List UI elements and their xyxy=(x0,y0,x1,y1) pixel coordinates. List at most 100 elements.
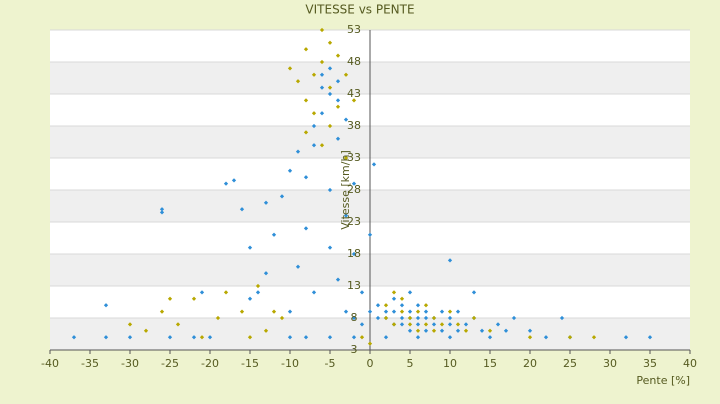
point xyxy=(391,309,397,314)
point xyxy=(239,207,245,212)
point xyxy=(391,290,397,295)
point xyxy=(367,232,373,237)
point xyxy=(239,309,245,314)
point xyxy=(479,328,485,333)
point xyxy=(127,335,133,340)
point xyxy=(423,328,429,333)
x-tick-label: -5 xyxy=(325,357,336,370)
point xyxy=(455,328,461,333)
point xyxy=(487,335,493,340)
chart-title: VITESSE vs PENTE xyxy=(305,3,414,17)
point xyxy=(359,290,365,295)
point xyxy=(303,335,309,340)
point xyxy=(343,155,349,161)
plot-area xyxy=(50,27,690,351)
point xyxy=(167,335,173,340)
point xyxy=(567,335,573,340)
point xyxy=(279,194,285,199)
point xyxy=(647,335,653,340)
point xyxy=(167,296,173,301)
point xyxy=(303,226,309,231)
y-tick-label: 53 xyxy=(347,23,361,36)
point xyxy=(351,335,357,340)
point xyxy=(351,181,357,186)
y-tick-label: 18 xyxy=(347,247,361,260)
point xyxy=(287,168,293,173)
point xyxy=(439,309,445,314)
point xyxy=(383,303,389,308)
point xyxy=(303,175,309,180)
point xyxy=(447,258,453,263)
x-tick-label: -30 xyxy=(121,357,139,370)
point xyxy=(367,341,373,346)
point xyxy=(343,309,349,314)
point xyxy=(263,328,269,333)
point xyxy=(279,315,285,321)
point xyxy=(359,335,365,340)
point xyxy=(255,283,261,289)
point xyxy=(463,328,469,333)
point xyxy=(271,232,277,237)
point xyxy=(423,322,429,327)
y-tick-label: 23 xyxy=(347,215,361,228)
point xyxy=(415,335,421,340)
x-tick-label: -10 xyxy=(281,357,299,370)
point xyxy=(383,335,389,340)
x-tick-label: 40 xyxy=(683,357,697,370)
point xyxy=(391,322,397,327)
point xyxy=(199,290,205,295)
point xyxy=(199,335,205,340)
point xyxy=(303,130,309,135)
x-tick-label: -25 xyxy=(161,357,179,370)
point xyxy=(415,315,421,321)
x-tick-label: 0 xyxy=(367,357,374,370)
point xyxy=(559,315,565,321)
x-axis-label: Pente [%] xyxy=(636,374,690,387)
point xyxy=(319,143,325,148)
point xyxy=(335,136,341,141)
point xyxy=(415,328,421,333)
point xyxy=(175,322,181,327)
point xyxy=(207,335,213,340)
point xyxy=(543,335,549,340)
point xyxy=(447,315,453,321)
x-tick-label: 15 xyxy=(483,357,497,370)
point xyxy=(327,335,333,340)
point xyxy=(375,315,381,321)
point xyxy=(391,296,397,301)
point xyxy=(247,335,253,340)
point xyxy=(351,315,357,321)
point xyxy=(495,322,501,327)
point xyxy=(463,322,469,327)
point xyxy=(415,322,421,327)
point xyxy=(527,328,533,333)
point xyxy=(191,335,197,340)
point xyxy=(335,277,341,282)
y-tick-label: 3 xyxy=(351,343,358,356)
point xyxy=(623,335,629,340)
point xyxy=(439,328,445,333)
point xyxy=(503,328,509,333)
point xyxy=(247,296,253,301)
point xyxy=(423,303,429,308)
point xyxy=(447,335,453,340)
point xyxy=(431,315,437,321)
point xyxy=(447,322,453,327)
y-tick-label: 8 xyxy=(351,311,358,324)
y-tick-label: 43 xyxy=(347,87,361,100)
x-tick-label: -20 xyxy=(201,357,219,370)
x-tick-label: 20 xyxy=(523,357,537,370)
point xyxy=(159,207,165,212)
point xyxy=(399,322,405,327)
x-tick-label: -35 xyxy=(81,357,99,370)
point xyxy=(371,162,377,167)
point xyxy=(383,315,389,321)
point xyxy=(455,322,461,327)
x-tick-label: 25 xyxy=(563,357,577,370)
point xyxy=(127,322,133,327)
y-tick-label: 33 xyxy=(347,151,361,164)
point xyxy=(399,309,405,314)
x-tick-label: -15 xyxy=(241,357,259,370)
point xyxy=(471,315,477,321)
